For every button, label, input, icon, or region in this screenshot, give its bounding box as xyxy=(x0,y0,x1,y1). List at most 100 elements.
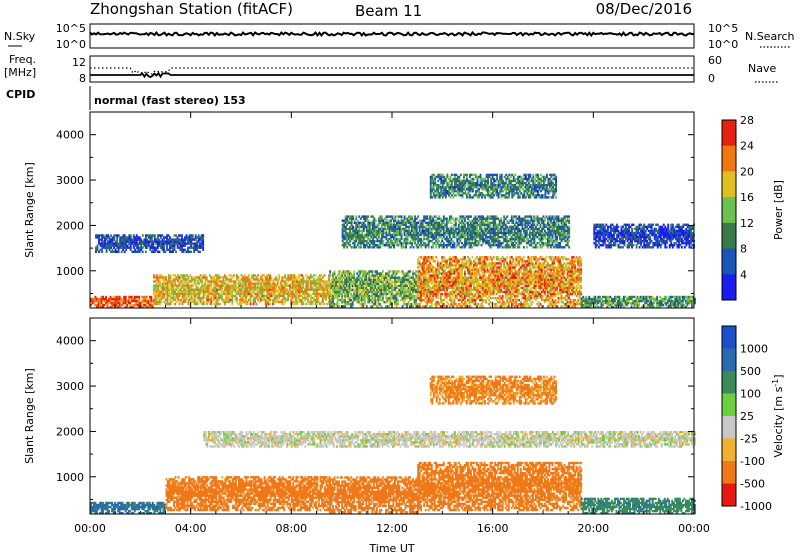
echo-cell xyxy=(492,278,495,281)
echo-cell xyxy=(174,282,176,285)
echo-cell xyxy=(173,248,176,251)
echo-cell xyxy=(588,306,591,309)
echo-cell xyxy=(377,294,380,298)
echo-cell xyxy=(424,282,427,285)
echo-cell xyxy=(482,266,484,269)
echo-cell xyxy=(510,292,513,296)
echo-cell xyxy=(577,292,580,296)
echo-cell xyxy=(322,298,324,302)
echo-cell xyxy=(257,290,259,293)
echo-cell xyxy=(527,272,530,275)
echo-cell xyxy=(255,302,258,306)
echo-cell xyxy=(234,286,237,289)
echo-cell xyxy=(439,292,442,296)
echo-cell xyxy=(518,288,521,292)
echo-cell xyxy=(556,286,558,290)
echo-cell xyxy=(550,292,552,296)
echo-cell xyxy=(680,301,683,305)
echo-cell xyxy=(492,264,495,267)
echo-cell xyxy=(319,282,321,285)
echo-cell xyxy=(96,306,98,309)
echo-cell xyxy=(163,250,165,253)
echo-cell xyxy=(568,305,571,308)
echo-cell xyxy=(94,299,97,303)
echo-cell xyxy=(684,295,687,299)
echo-cell xyxy=(488,286,490,290)
echo-cell xyxy=(168,302,170,306)
echo-cell xyxy=(648,297,651,301)
echo-cell xyxy=(432,286,435,290)
echo-cell xyxy=(497,301,500,304)
echo-cell xyxy=(175,294,178,297)
echo-cell xyxy=(674,303,677,307)
echo-cell xyxy=(344,280,347,283)
echo-cell xyxy=(507,303,510,306)
echo-cell xyxy=(356,284,359,287)
echo-cell xyxy=(94,295,97,299)
echo-cell xyxy=(217,288,220,291)
echo-cell xyxy=(275,290,278,293)
echo-cell xyxy=(470,296,472,300)
nsearch-tick-top: 10^5 xyxy=(708,22,738,35)
echo-cell xyxy=(138,299,141,303)
echo-cell xyxy=(369,290,372,294)
echo-cell xyxy=(538,280,540,283)
echo-cell xyxy=(325,284,327,287)
echo-cell xyxy=(513,282,516,285)
echo-cell xyxy=(544,286,546,290)
echo-cell xyxy=(483,262,486,265)
echo-cell xyxy=(614,297,616,301)
echo-cell xyxy=(559,260,561,263)
echo-cell xyxy=(152,250,155,253)
echo-cell xyxy=(551,294,554,298)
echo-cell xyxy=(166,290,169,293)
echo-cell xyxy=(151,299,154,303)
echo-cell xyxy=(264,278,267,281)
echo-cell xyxy=(464,262,466,265)
echo-cell xyxy=(118,297,121,301)
echo-cell xyxy=(347,301,350,304)
echo-cell xyxy=(503,262,506,265)
echo-cell xyxy=(678,299,681,303)
echo-cell xyxy=(152,284,155,287)
echo-cell xyxy=(205,302,208,306)
echo-cell xyxy=(480,286,483,290)
echo-cell xyxy=(342,298,345,302)
echo-cell xyxy=(293,286,296,289)
echo-cell xyxy=(580,272,583,275)
echo-cell xyxy=(137,250,140,253)
echo-cell xyxy=(135,297,138,301)
echo-cell xyxy=(498,301,501,304)
echo-cell xyxy=(157,302,160,306)
echo-cell xyxy=(134,242,137,245)
echo-cell xyxy=(137,248,140,251)
echo-cell xyxy=(497,266,500,269)
echo-cell xyxy=(336,284,339,287)
echo-cell xyxy=(378,303,381,306)
echo-cell xyxy=(214,288,217,291)
echo-cell xyxy=(430,266,433,269)
echo-cell xyxy=(147,301,150,305)
echo-cell xyxy=(172,296,175,300)
echo-cell xyxy=(547,274,549,277)
echo-cell xyxy=(585,306,588,309)
echo-cell xyxy=(326,294,329,297)
echo-cell xyxy=(345,284,348,287)
echo-cell xyxy=(170,242,173,245)
echo-cell xyxy=(219,292,222,295)
echo-cell xyxy=(310,274,312,277)
echo-cell xyxy=(527,294,530,298)
echo-cell xyxy=(522,264,525,267)
echo-cell xyxy=(461,301,463,304)
echo-cell xyxy=(538,301,540,304)
echo-cell xyxy=(184,242,186,245)
echo-cell xyxy=(470,262,472,265)
echo-cell xyxy=(257,292,259,295)
echo-cell xyxy=(533,286,536,290)
echo-cell xyxy=(275,294,278,297)
echo-cell xyxy=(210,290,213,293)
echo-cell xyxy=(415,290,418,294)
echo-cell xyxy=(217,286,220,289)
echo-cell xyxy=(403,276,405,279)
echo-cell xyxy=(232,294,235,297)
